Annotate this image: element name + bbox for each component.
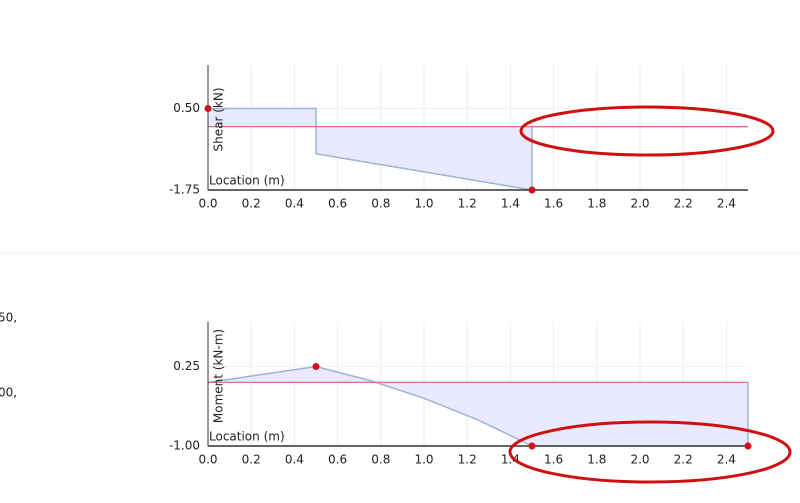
point: [312, 363, 320, 371]
annotation-ellipse: [508, 420, 792, 484]
x-tick-label: 0.8: [371, 453, 390, 467]
x-tick-label: 0.2: [242, 453, 261, 467]
x-tick-label: 2.2: [674, 197, 693, 211]
y-tick-label: -1.00: [169, 439, 200, 453]
x-tick-label: 2.2: [674, 453, 693, 467]
x-tick-label: 0.2: [242, 197, 261, 211]
sidebar-text: 00,: [0, 386, 17, 400]
y-tick-label: -1.75: [169, 183, 200, 197]
x-tick-label: 2.4: [717, 453, 736, 467]
x-tick-label: 1.2: [458, 197, 477, 211]
charts: 0.0 0.2 0.4 0.6 0.8 1.0 1.2 1.4 1.6 1.8 2.0 2.2 2.4 0…: [169, 65, 752, 467]
x-tick-label: 1.6: [544, 453, 563, 467]
x-tick-label: 0.4: [285, 197, 304, 211]
x-tick-label: 1.6: [544, 197, 563, 211]
x-tick-label: 0.0: [198, 453, 217, 467]
point: [204, 104, 212, 112]
x-tick-label: 1.4: [501, 197, 520, 211]
point: [528, 442, 536, 450]
x-tick-label: 1.0: [414, 197, 433, 211]
point: [528, 186, 536, 194]
x-axis-title: Location (m): [209, 174, 285, 188]
x-tick-label: 2.4: [717, 197, 736, 211]
area: [208, 108, 748, 190]
x-tick-label: 2.0: [630, 453, 649, 467]
x-tick-label: 2.0: [630, 197, 649, 211]
area: [208, 366, 748, 446]
x-tick-label: 0.6: [328, 197, 347, 211]
x-tick-label: 1.8: [587, 453, 606, 467]
x-tick-label: 1.0: [414, 453, 433, 467]
y-tick-label: 0.25: [173, 359, 200, 373]
x-tick-label: 1.4: [501, 453, 520, 467]
annotation-ellipse: [519, 105, 775, 157]
x-tick-label: 0.8: [371, 197, 390, 211]
x-tick-label: 0.6: [328, 453, 347, 467]
y-axis-title: Moment (kN-m): [212, 329, 226, 423]
x-tick-label: 0.0: [198, 197, 217, 211]
y-axis-title: Shear (kN): [212, 88, 226, 152]
sidebar-text: 50,: [0, 311, 17, 325]
x-tick-label: 1.2: [458, 453, 477, 467]
point: [744, 442, 752, 450]
x-tick-label: 0.4: [285, 453, 304, 467]
x-axis-title: Location (m): [209, 430, 285, 444]
y-tick-label: 0.50: [173, 101, 200, 115]
x-tick-label: 1.8: [587, 197, 606, 211]
